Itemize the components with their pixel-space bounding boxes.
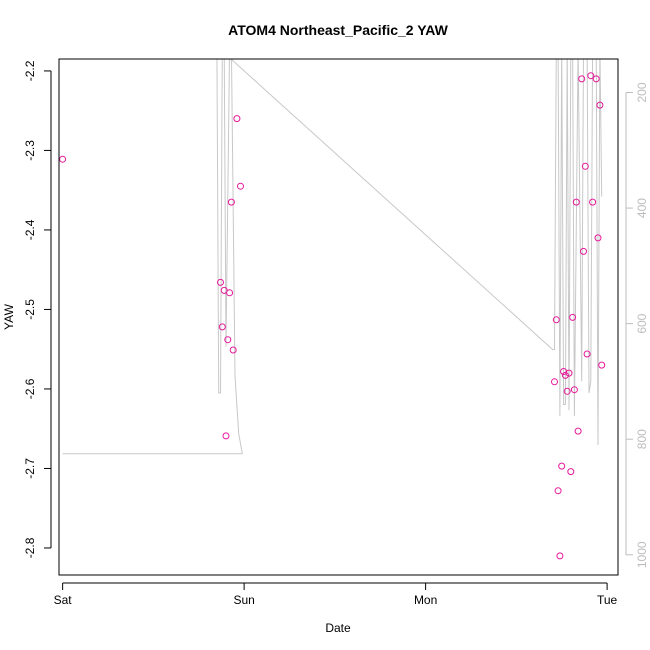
y-tick-label: -2.3 bbox=[23, 140, 37, 161]
y2-tick-label: 600 bbox=[635, 313, 649, 333]
x-tick-label: Sun bbox=[233, 593, 254, 607]
data-point bbox=[587, 72, 595, 80]
y-tick-label: -2.6 bbox=[23, 378, 37, 399]
x-tick-label: Mon bbox=[414, 593, 437, 607]
data-point bbox=[224, 336, 232, 344]
data-point bbox=[563, 387, 571, 395]
data-point bbox=[580, 247, 587, 255]
data-point bbox=[598, 361, 606, 369]
y-tick-label: -2.8 bbox=[23, 537, 37, 558]
data-point bbox=[594, 234, 602, 242]
data-point bbox=[218, 323, 226, 331]
data-point bbox=[589, 198, 597, 206]
data-point bbox=[556, 552, 564, 560]
y-tick-label: -2.5 bbox=[23, 299, 37, 320]
y-axis-label: YAW bbox=[2, 303, 16, 330]
x-tick-label: Sat bbox=[54, 593, 73, 607]
x-axis-label: Date bbox=[325, 621, 351, 635]
data-point bbox=[226, 289, 234, 297]
series-line bbox=[62, 59, 603, 455]
data-point bbox=[217, 278, 224, 286]
plot-area bbox=[59, 59, 606, 560]
data-point bbox=[229, 346, 237, 354]
data-point bbox=[552, 316, 560, 324]
data-point bbox=[570, 386, 578, 394]
y-tick-label: -2.4 bbox=[23, 219, 37, 240]
data-point bbox=[237, 182, 244, 190]
x-tick-label: Tue bbox=[597, 593, 618, 607]
y2-tick-label: 200 bbox=[635, 82, 649, 102]
data-point bbox=[567, 468, 575, 476]
data-point bbox=[551, 378, 558, 386]
data-point bbox=[222, 432, 230, 440]
y2-tick-label: 400 bbox=[635, 198, 649, 218]
plot-frame bbox=[58, 58, 619, 576]
data-point bbox=[233, 115, 241, 123]
data-point bbox=[558, 462, 566, 470]
data-point bbox=[578, 75, 586, 83]
data-point bbox=[561, 371, 569, 379]
data-point bbox=[565, 369, 573, 377]
data-point bbox=[592, 75, 600, 83]
y-tick-label: -2.7 bbox=[23, 458, 37, 479]
data-point bbox=[569, 313, 577, 321]
data-point bbox=[581, 162, 589, 170]
data-point bbox=[554, 487, 562, 495]
data-point bbox=[574, 427, 582, 435]
y-tick-label: -2.2 bbox=[23, 60, 37, 81]
chart-title: ATOM4 Northeast_Pacific_2 YAW bbox=[228, 22, 448, 38]
data-point bbox=[59, 155, 67, 163]
axes: Sat Sun Mon Tue -2.2 -2.3 -2.4 -2.5 -2.6 -2.7 -2.8… bbox=[23, 60, 649, 607]
data-point bbox=[572, 198, 580, 206]
data-point bbox=[583, 350, 591, 358]
y2-tick-label: 800 bbox=[635, 429, 649, 449]
data-point bbox=[227, 198, 235, 206]
y2-tick-label: 1000 bbox=[635, 541, 649, 568]
data-point bbox=[596, 101, 604, 109]
